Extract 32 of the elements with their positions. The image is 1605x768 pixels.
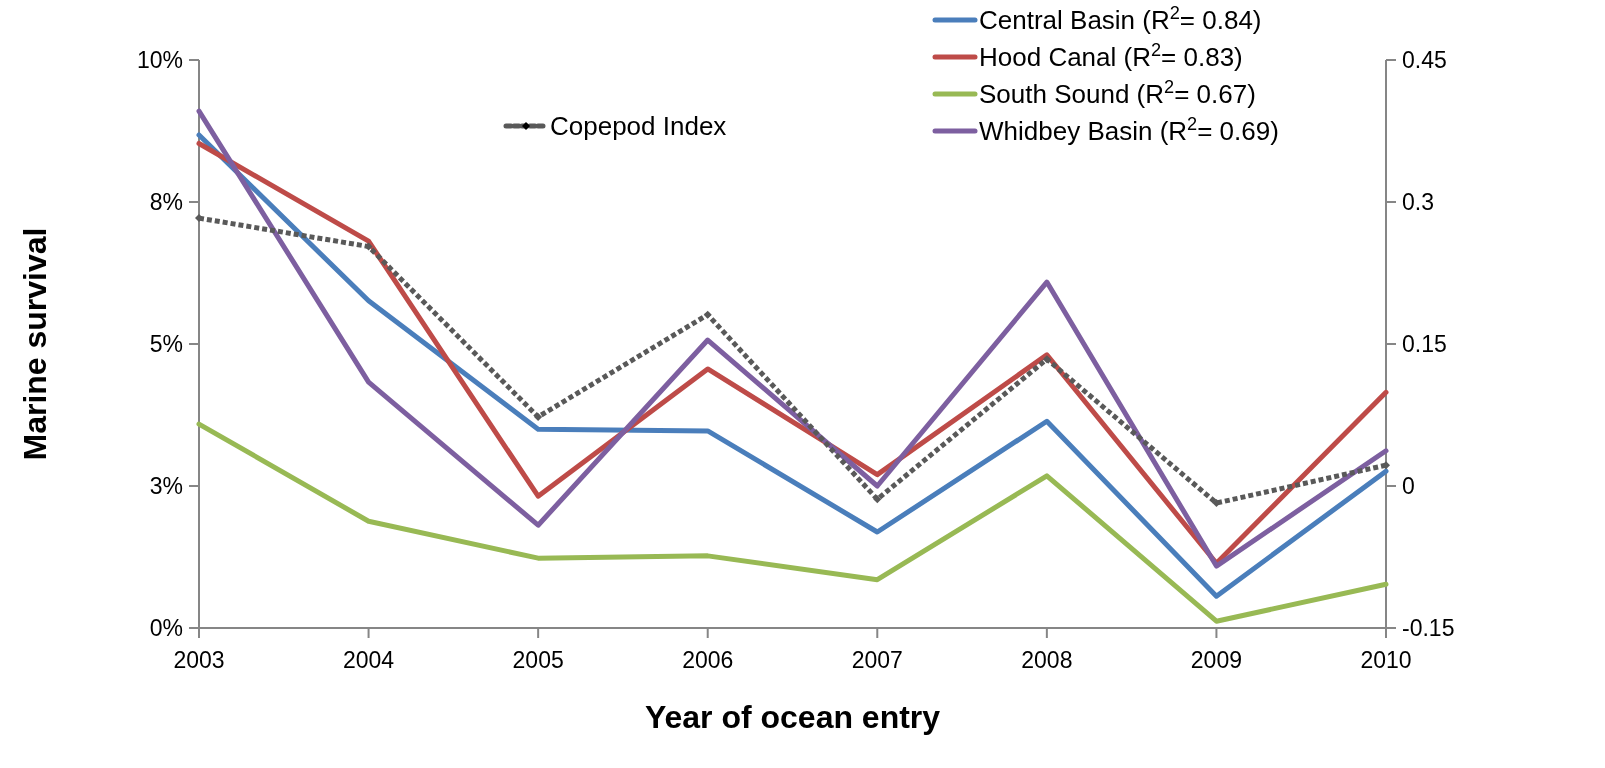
point — [1042, 355, 1051, 364]
x-tick-label: 2004 — [342, 647, 395, 673]
x-tick-label: 2007 — [851, 647, 903, 673]
y2-tick-label: 0.3 — [1402, 189, 1434, 215]
legend-label: Copepod Index — [550, 111, 727, 141]
y-axis-title: Marine survival — [17, 227, 53, 461]
y2-tick-label: 0.15 — [1402, 331, 1447, 357]
y-tick-label: 5% — [149, 331, 183, 357]
y-tick-label: 3% — [149, 473, 183, 499]
x-axis-title: Year of ocean entry — [644, 699, 941, 735]
x-tick-label: 2003 — [173, 647, 225, 673]
y-tick-label: 8% — [149, 189, 183, 215]
point — [703, 310, 712, 319]
y2-tick-label: 0 — [1402, 473, 1415, 499]
point — [1382, 461, 1390, 470]
x-tick-label: 2009 — [1190, 647, 1243, 673]
legend-label: Hood Canal (R$^{2}$= 0.83) — [979, 40, 1243, 72]
legend-label: Whidbey Basin (R$^{2}$= 0.69) — [979, 114, 1279, 146]
legend-label: Central Basin (R$^{2}$= 0.84) — [979, 3, 1262, 35]
x-tick-label: 2005 — [512, 647, 564, 673]
point — [534, 412, 543, 421]
x-tick-label: 2006 — [682, 647, 734, 673]
point — [364, 242, 373, 251]
y2-tick-label: -0.15 — [1402, 615, 1455, 641]
point — [873, 495, 882, 504]
legend-label: South Sound (R$^{2}$= 0.67) — [979, 77, 1256, 109]
x-tick-label: 2008 — [1021, 647, 1073, 673]
y2-tick-label: 0.45 — [1402, 47, 1447, 73]
x-tick-label: 2010 — [1360, 647, 1412, 673]
point — [195, 214, 203, 223]
y-tick-label: 0% — [149, 615, 183, 641]
y-tick-label: 10% — [136, 47, 183, 73]
